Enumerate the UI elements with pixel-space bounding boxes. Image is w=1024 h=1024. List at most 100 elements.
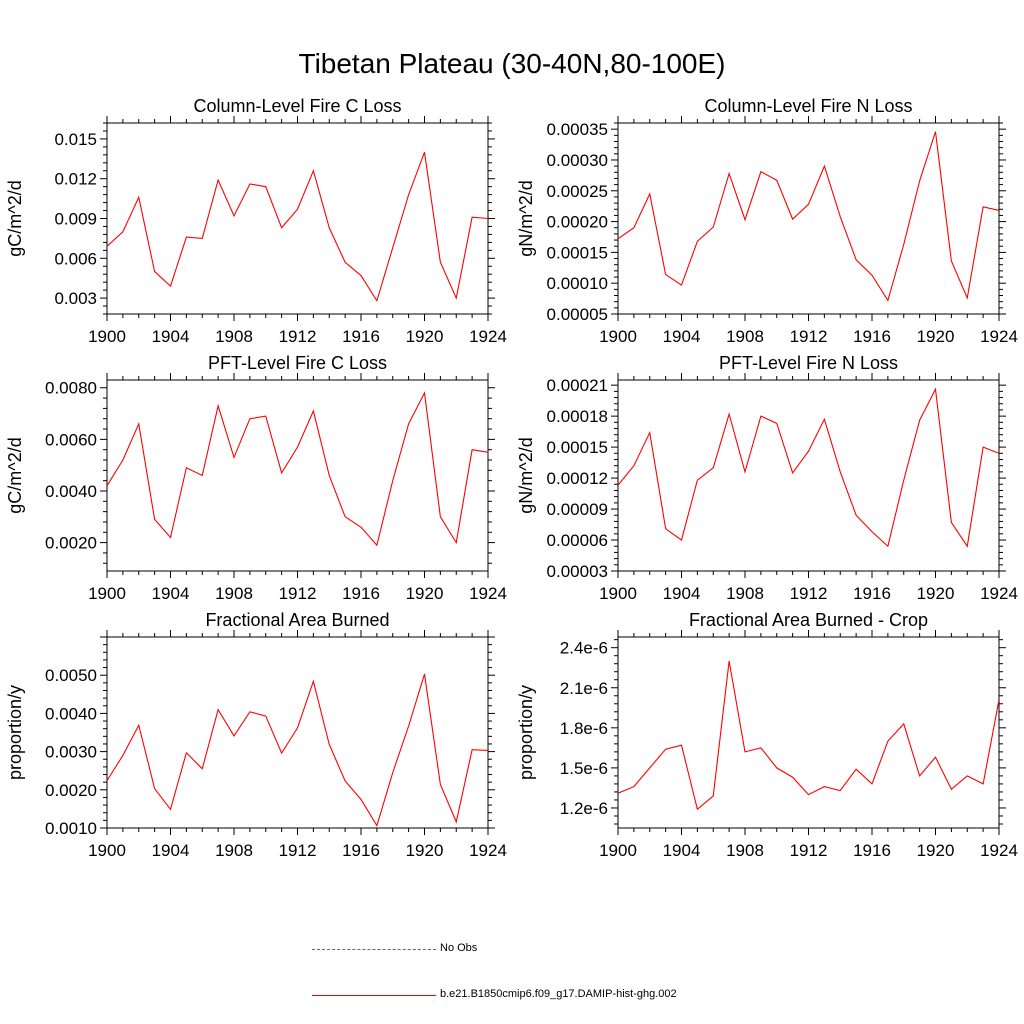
x-tick-label: 1908: [215, 841, 253, 860]
y-tick-label: 0.012: [54, 170, 97, 189]
panel-title: Column-Level Fire C Loss: [193, 96, 401, 116]
x-tick-label: 1924: [469, 327, 507, 346]
x-tick-label: 1920: [406, 327, 444, 346]
x-tick-label: 1924: [980, 327, 1018, 346]
x-tick-label: 1920: [917, 584, 955, 603]
x-tick-label: 1912: [279, 327, 317, 346]
series-line: [618, 131, 999, 302]
y-tick-label: 0.0080: [45, 379, 97, 398]
x-tick-label: 1912: [790, 327, 828, 346]
y-tick-label: 0.00006: [547, 531, 608, 550]
y-tick-label: 0.0050: [45, 666, 97, 685]
y-tick-label: 0.00010: [547, 274, 608, 293]
x-tick-label: 1912: [790, 841, 828, 860]
y-axis-label: gN/m^2/d: [516, 437, 536, 513]
y-tick-label: 1.8e-6: [560, 719, 608, 738]
x-tick-label: 1904: [663, 327, 701, 346]
chart-panel: 1900 1904 1908 1912 1916 1920 1924 0.00003 0.000…: [516, 353, 1018, 603]
y-tick-label: 0.00012: [547, 469, 608, 488]
x-tick-label: 1904: [152, 841, 190, 860]
legend-item-obs: No Obs: [312, 940, 732, 960]
plot-frame: [617, 379, 1000, 572]
x-tick-label: 1900: [88, 841, 126, 860]
x-tick-label: 1924: [980, 841, 1018, 860]
chart-panel: 1900 1904 1908 1912 1916 1920 1924 1.2e-6 1.5e-6…: [516, 610, 1018, 860]
x-tick-label: 1900: [599, 584, 637, 603]
y-tick-label: 0.00035: [547, 120, 608, 139]
y-tick-label: 0.0020: [45, 534, 97, 553]
x-tick-label: 1908: [726, 327, 764, 346]
y-axis-label: gC/m^2/d: [5, 180, 25, 256]
y-tick-label: 0.009: [54, 210, 97, 229]
y-tick-label: 0.00030: [547, 151, 608, 170]
x-tick-label: 1908: [215, 327, 253, 346]
x-tick-label: 1912: [279, 584, 317, 603]
panel-title: PFT-Level Fire C Loss: [208, 353, 387, 373]
x-tick-label: 1924: [469, 584, 507, 603]
y-tick-label: 0.0040: [45, 482, 97, 501]
x-tick-label: 1908: [726, 584, 764, 603]
y-axis-label: gN/m^2/d: [516, 180, 536, 256]
series-line: [107, 151, 488, 303]
plot-frame: [106, 379, 489, 572]
y-tick-label: 0.0060: [45, 430, 97, 449]
x-tick-label: 1900: [599, 841, 637, 860]
series-line: [107, 673, 488, 828]
series-line: [618, 387, 999, 548]
plot-frame: [106, 636, 489, 829]
x-tick-label: 1904: [152, 327, 190, 346]
legend-obs-label: No Obs: [440, 942, 478, 954]
y-axis-label: gC/m^2/d: [5, 437, 25, 513]
series-line: [107, 391, 488, 547]
y-axis-label: proportion/y: [516, 685, 536, 780]
y-tick-label: 0.00009: [547, 500, 608, 519]
x-tick-label: 1916: [853, 584, 891, 603]
panel-title: Fractional Area Burned - Crop: [689, 610, 928, 630]
x-tick-label: 1904: [663, 841, 701, 860]
y-tick-label: 0.0020: [45, 781, 97, 800]
x-tick-label: 1924: [469, 841, 507, 860]
panel-title: Column-Level Fire N Loss: [704, 96, 912, 116]
x-tick-label: 1908: [215, 584, 253, 603]
panel-title: Fractional Area Burned: [205, 610, 389, 630]
plot-frame: [106, 122, 489, 315]
x-tick-label: 1920: [406, 841, 444, 860]
x-tick-label: 1908: [726, 841, 764, 860]
y-tick-label: 0.00005: [547, 305, 608, 324]
figure-title: Tibetan Plateau (30-40N,80-100E): [298, 48, 726, 79]
y-tick-label: 0.00020: [547, 213, 608, 232]
y-tick-label: 0.00015: [547, 243, 608, 262]
legend-model-line: [312, 995, 436, 996]
y-axis-label: proportion/y: [5, 685, 25, 780]
y-tick-label: 1.2e-6: [560, 799, 608, 818]
y-tick-label: 0.006: [54, 249, 97, 268]
y-tick-label: 0.0010: [45, 819, 97, 838]
y-tick-label: 0.00003: [547, 562, 608, 581]
y-tick-label: 0.0040: [45, 704, 97, 723]
x-tick-label: 1900: [599, 327, 637, 346]
y-tick-label: 2.1e-6: [560, 679, 608, 698]
panel-title: PFT-Level Fire N Loss: [719, 353, 898, 373]
chart-panel: 1900 1904 1908 1912 1916 1920 1924 0.0010 0.0020…: [5, 610, 507, 860]
series-line: [618, 660, 999, 811]
chart-panel: 1900 1904 1908 1912 1916 1920 1924 0.0020 0.0040…: [5, 353, 507, 603]
chart-panel: 1900 1904 1908 1912 1916 1920 1924 0.003 0.006 0.…: [5, 96, 507, 346]
x-tick-label: 1920: [917, 841, 955, 860]
y-tick-label: 0.00025: [547, 182, 608, 201]
y-tick-label: 2.4e-6: [560, 639, 608, 658]
x-tick-label: 1916: [853, 327, 891, 346]
plot-frame: [617, 122, 1000, 315]
legend-obs-line: [312, 949, 436, 950]
x-tick-label: 1916: [853, 841, 891, 860]
x-tick-label: 1912: [279, 841, 317, 860]
x-tick-label: 1916: [342, 584, 380, 603]
legend-model-label: b.e21.B1850cmip6.f09_g17.DAMIP-hist-ghg.…: [440, 988, 677, 1000]
y-tick-label: 0.003: [54, 289, 97, 308]
x-tick-label: 1916: [342, 327, 380, 346]
y-tick-label: 0.00015: [547, 438, 608, 457]
chart-panel: 1900 1904 1908 1912 1916 1920 1924 0.00005 0.000…: [516, 96, 1018, 346]
plot-frame: [617, 636, 1000, 829]
x-tick-label: 1904: [663, 584, 701, 603]
x-tick-label: 1904: [152, 584, 190, 603]
y-tick-label: 0.015: [54, 130, 97, 149]
